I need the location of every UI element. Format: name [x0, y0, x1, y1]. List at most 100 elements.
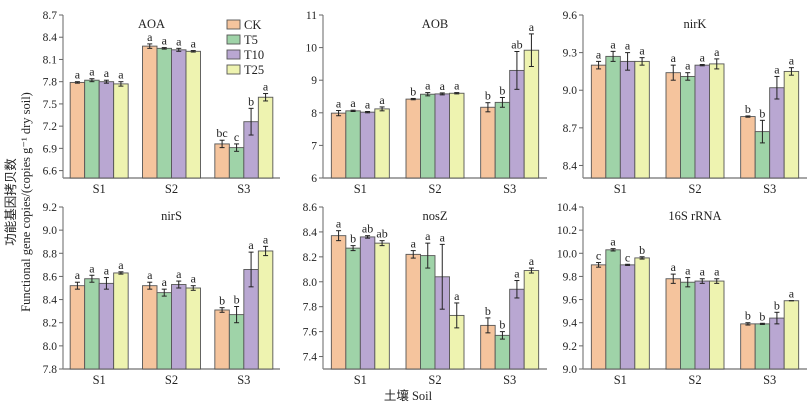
y-tick-label: 9.6 — [563, 295, 578, 307]
error-bar — [336, 110, 342, 117]
error-bar — [365, 110, 371, 114]
y-tick-label: 8.4 — [43, 32, 58, 44]
error-bar — [248, 107, 254, 136]
significance-letter: a — [147, 30, 153, 44]
y-tick-label: 7.8 — [43, 364, 58, 376]
y-tick-label: 9 — [311, 75, 317, 87]
x-tick-label: S2 — [165, 373, 178, 387]
bar-t25-s2 — [185, 50, 201, 179]
bar-t5-s1 — [345, 247, 361, 370]
y-tick-label: 9.3 — [563, 48, 578, 60]
bar-t25-s3 — [257, 96, 274, 179]
bar-t10-s3 — [769, 317, 785, 370]
bar-ck-s2 — [142, 285, 158, 370]
significance-letter: a — [514, 267, 520, 281]
x-tick-label: S3 — [503, 182, 516, 196]
significance-letter: a — [89, 261, 95, 275]
error-bar — [176, 47, 182, 52]
x-tick-label: S3 — [763, 182, 776, 196]
error-bar — [118, 81, 124, 87]
bar-t25-s1 — [634, 60, 650, 179]
error-bar — [514, 280, 520, 299]
legend-label: CK — [244, 18, 261, 32]
bar-ck-s3 — [214, 309, 230, 370]
error-bar — [685, 277, 691, 288]
y-tick-label: 7.5 — [43, 99, 58, 111]
significance-letter: a — [529, 254, 535, 268]
significance-letter: b — [745, 102, 751, 116]
significance-letter: a — [440, 230, 446, 244]
error-bar — [103, 277, 109, 290]
significance-letter: a — [625, 39, 631, 53]
significance-letter: b — [499, 83, 505, 97]
significance-letter: a — [162, 34, 168, 48]
panel-title: nosZ — [423, 209, 448, 223]
significance-letter: a — [263, 80, 269, 94]
significance-letter: a — [671, 260, 677, 274]
legend-label: T5 — [244, 33, 258, 47]
error-bar — [89, 78, 95, 83]
error-bar — [161, 288, 167, 297]
y-tick-label: 8.2 — [303, 252, 318, 264]
error-bar — [74, 81, 80, 84]
significance-letter: ab — [511, 38, 522, 52]
error-bar — [118, 271, 124, 275]
bar-t10-s2 — [171, 49, 187, 179]
error-bar — [219, 139, 225, 149]
error-bar — [759, 322, 765, 325]
significance-letter: a — [118, 68, 124, 82]
y-tick-label: 9.0 — [43, 225, 58, 237]
significance-letter: a — [147, 268, 153, 282]
x-tick-label: S1 — [614, 373, 627, 387]
legend-swatch — [226, 19, 241, 30]
error-bar — [485, 317, 491, 334]
bar-ck-s1 — [330, 235, 347, 370]
error-bar — [147, 281, 153, 290]
y-tick-label: 8.8 — [43, 248, 58, 260]
significance-letter: a — [176, 34, 182, 48]
y-tick-label: 7.8 — [43, 77, 58, 89]
error-bar — [350, 109, 356, 112]
error-bar — [379, 240, 385, 247]
significance-letter: a — [685, 264, 691, 278]
bar-t25-s2 — [449, 92, 465, 179]
significance-letter: b — [234, 293, 240, 307]
y-tick-label: 9.2 — [563, 341, 578, 353]
bar-t25-s1 — [113, 272, 129, 370]
significance-letter: a — [336, 217, 342, 231]
significance-letter: a — [700, 51, 706, 65]
y-tick-label: 8.4 — [303, 227, 318, 239]
bar-t5-s2 — [156, 292, 172, 370]
x-tick-label: S1 — [354, 373, 367, 387]
significance-letter: a — [89, 65, 95, 79]
error-bar — [263, 245, 269, 257]
error-bar — [610, 50, 616, 62]
bar-t5-s3 — [228, 147, 245, 179]
significance-letter: a — [596, 47, 602, 61]
bar-t25-s1 — [113, 83, 129, 179]
significance-letter: b — [485, 89, 491, 103]
significance-letter: c — [625, 250, 630, 264]
panel-title: 16S rRNA — [668, 209, 721, 223]
error-bar — [514, 51, 520, 90]
bar-ck-s1 — [590, 264, 607, 370]
error-bar — [639, 57, 645, 66]
error-bar — [425, 242, 431, 269]
error-bar — [147, 43, 153, 49]
x-tick-label: S2 — [428, 373, 441, 387]
y-tick-label: 8.2 — [43, 318, 58, 330]
bar-ck-s2 — [405, 98, 421, 179]
bar-t10-s3 — [509, 288, 525, 370]
error-bar — [774, 311, 780, 325]
error-bar — [74, 281, 80, 290]
y-tick-label: 7.6 — [303, 327, 318, 339]
significance-letter: b — [745, 309, 751, 323]
significance-letter: ab — [362, 222, 373, 236]
x-tick-label: S3 — [763, 373, 776, 387]
legend-swatch — [226, 64, 241, 75]
error-bar — [596, 262, 602, 268]
significance-letter: a — [425, 79, 431, 93]
